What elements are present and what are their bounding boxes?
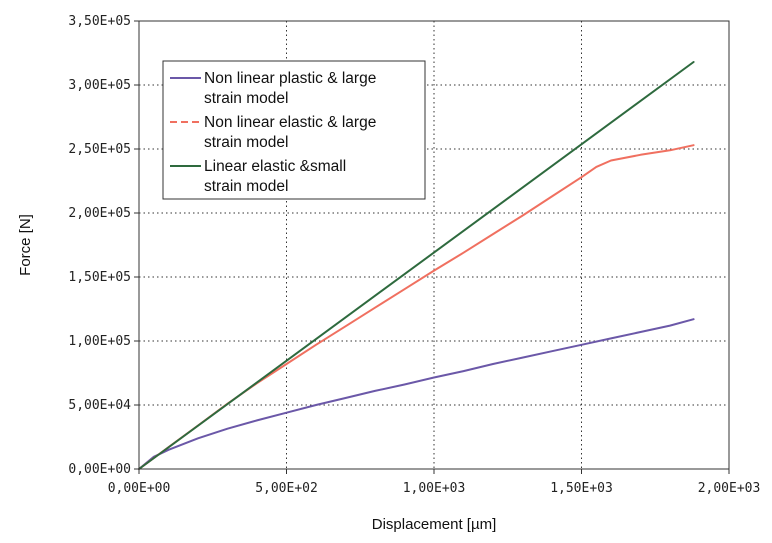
x-tick-label: 0,00E+00 bbox=[108, 481, 171, 496]
legend-entry-2-line-1: Non linear elastic & large bbox=[204, 114, 376, 131]
series-line-3 bbox=[138, 61, 695, 470]
tick-labels: 0,00E+00 5,00E+02 1,00E+03 1,50E+03 2,00E+03… bbox=[68, 14, 760, 496]
y-tick-label: 5,00E+04 bbox=[68, 398, 131, 413]
grid bbox=[139, 21, 729, 469]
legend-entry-3-line-1: Linear elastic &small bbox=[204, 158, 346, 175]
y-tick-label: 0,00E+00 bbox=[68, 462, 131, 477]
x-tick-label: 1,00E+03 bbox=[403, 481, 466, 496]
legend-entry-1-line-1: Non linear plastic & large bbox=[204, 70, 376, 87]
series-layer bbox=[138, 61, 695, 470]
legend: Non linear plastic & large strain model No… bbox=[162, 60, 426, 200]
y-axis-label: Force [N] bbox=[17, 214, 34, 276]
y-tick-label: 1,00E+05 bbox=[68, 334, 131, 349]
y-tick-label: 3,00E+05 bbox=[68, 78, 131, 93]
x-axis-label: Displacement [µm] bbox=[372, 516, 497, 533]
series-line-1 bbox=[138, 318, 695, 470]
y-tick-label: 3,50E+05 bbox=[68, 14, 131, 29]
x-tick-label: 2,00E+03 bbox=[698, 481, 761, 496]
y-tick-label: 1,50E+05 bbox=[68, 270, 131, 285]
x-tick-label: 5,00E+02 bbox=[255, 481, 318, 496]
y-tick-label: 2,50E+05 bbox=[68, 142, 131, 157]
legend-entry-2-line-2: strain model bbox=[204, 134, 288, 151]
legend-entry-1-line-2: strain model bbox=[204, 90, 288, 107]
legend-entry-3-line-2: strain model bbox=[204, 178, 288, 195]
x-tick-label: 1,50E+03 bbox=[550, 481, 613, 496]
y-tick-label: 2,00E+05 bbox=[68, 206, 131, 221]
legend-box bbox=[162, 60, 426, 200]
